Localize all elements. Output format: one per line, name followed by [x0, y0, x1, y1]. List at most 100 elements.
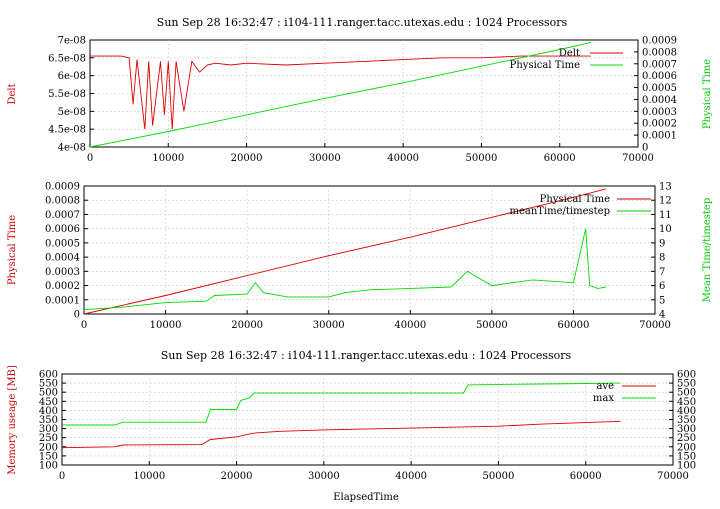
y-left-tick-label: 150 [39, 451, 58, 462]
panel-delt: Sun Sep 28 16:32:47 : i104-111.ranger.ta… [7, 16, 713, 164]
y-left-tick-label: 4e-08 [58, 143, 86, 154]
x-tick-label: 70000 [622, 153, 654, 164]
y-left-tick-label: 250 [39, 433, 58, 444]
y-right-tick-label: 13 [659, 182, 672, 193]
panel3-xlabel: ElapsedTime [333, 492, 399, 503]
x-tick-label: 20000 [231, 320, 263, 331]
y-left-tick-label: 0 [74, 310, 80, 321]
y-left-tick-label: 0.0006 [45, 224, 80, 235]
y-left-tick-label: 100 [39, 461, 58, 472]
y-right-tick-label: 6 [659, 281, 665, 292]
panel2-right-ylabel: Mean Time/timestep [702, 198, 713, 302]
y-right-tick-label: 7 [659, 267, 665, 278]
panel3-title: Sun Sep 28 16:32:47 : i104-111.ranger.ta… [161, 349, 572, 362]
y-left-tick-label: 0.0001 [45, 295, 80, 306]
panel2-frame [83, 185, 656, 315]
x-tick-label: 70000 [657, 471, 689, 482]
x-tick-label: 50000 [476, 320, 508, 331]
x-tick-label: 20000 [221, 471, 253, 482]
x-tick-label: 40000 [387, 153, 419, 164]
y-left-tick-label: 6e-08 [58, 71, 86, 82]
y-right-tick-label: 10 [659, 224, 672, 235]
y-left-tick-label: 5e-08 [58, 107, 86, 118]
y-right-tick-label: 9 [659, 238, 665, 249]
x-tick-label: 50000 [466, 153, 498, 164]
x-tick-label: 60000 [544, 153, 576, 164]
y-right-tick-label: 0 [642, 143, 648, 154]
y-right-tick-label: 150 [677, 451, 696, 462]
x-tick-label: 30000 [309, 153, 341, 164]
panel1-legend: Delt Physical Time [510, 48, 623, 71]
y-right-tick-label: 350 [677, 415, 696, 426]
y-left-tick-label: 0.0009 [45, 182, 80, 193]
y-left-tick-label: 600 [39, 370, 58, 381]
y-left-tick-label: 0.0008 [45, 196, 80, 207]
x-tick-label: 30000 [308, 471, 340, 482]
y-right-tick-label: 0.0003 [642, 107, 677, 118]
legend-mean-time-label: meanTime/timestep [509, 206, 610, 217]
y-right-tick-label: 100 [677, 461, 696, 472]
y-left-tick-label: 200 [39, 442, 58, 453]
y-right-tick-label: 5 [659, 295, 665, 306]
y-left-tick-label: 7e-08 [58, 36, 86, 47]
panel-physical-time: 0 10000 20000 30000 40000 50000 60000 70000 0 0.… [7, 182, 713, 332]
y-left-tick-label: 0.0004 [45, 253, 80, 264]
x-tick-label: 0 [87, 153, 93, 164]
y-right-tick-label: 0.0005 [642, 83, 677, 94]
y-right-tick-label: 300 [677, 424, 696, 435]
x-tick-label: 70000 [639, 320, 671, 331]
legend-ave-label: ave [596, 381, 614, 392]
y-right-tick-label: 0.0009 [642, 36, 677, 47]
y-left-tick-label: 0.0005 [45, 238, 80, 249]
y-right-tick-label: 0.0007 [642, 59, 677, 70]
series-ave-line [61, 420, 621, 449]
y-left-tick-label: 500 [39, 388, 58, 399]
x-tick-label: 10000 [133, 471, 165, 482]
y-right-tick-label: 12 [659, 196, 672, 207]
panel3-left-ylabel: Memory useage [MB] [7, 365, 18, 475]
y-right-tick-label: 11 [659, 210, 672, 221]
y-right-tick-label: 200 [677, 442, 696, 453]
x-tick-label: 30000 [313, 320, 345, 331]
x-tick-label: 0 [81, 320, 87, 331]
x-tick-label: 60000 [558, 320, 590, 331]
panel1-left-ylabel: Delt [7, 83, 18, 104]
y-right-tick-label: 550 [677, 379, 696, 390]
y-right-tick-label: 8 [659, 253, 665, 264]
y-left-tick-label: 4.5e-08 [48, 125, 86, 136]
y-right-tick-label: 250 [677, 433, 696, 444]
y-right-tick-label: 450 [677, 397, 696, 408]
y-right-tick-label: 0.0008 [642, 47, 677, 58]
y-left-tick-label: 0.0007 [45, 210, 80, 221]
x-tick-label: 40000 [395, 471, 427, 482]
y-left-tick-label: 0.0002 [45, 281, 80, 292]
panel2-legend: Physical Time meanTime/timestep [509, 194, 651, 217]
series-max-line [62, 382, 621, 426]
panel3-legend: ave max [593, 381, 656, 404]
y-right-tick-label: 600 [677, 370, 696, 381]
x-tick-label: 10000 [152, 153, 184, 164]
y-left-tick-label: 300 [39, 424, 58, 435]
y-right-tick-label: 0.0002 [642, 119, 677, 130]
x-tick-label: 40000 [394, 320, 426, 331]
panel-memory: Sun Sep 28 16:32:47 : i104-111.ranger.ta… [7, 349, 696, 503]
x-tick-label: 20000 [231, 153, 263, 164]
y-right-tick-label: 500 [677, 388, 696, 399]
series-meantime-timestep-line [83, 228, 607, 311]
y-left-tick-label: 6.5e-08 [48, 53, 86, 64]
y-right-tick-label: 0.0006 [642, 71, 677, 82]
panel1-right-ylabel: Physical Time [702, 59, 713, 129]
y-left-tick-label: 5.5e-08 [48, 89, 86, 100]
legend-delt-label: Delt [559, 48, 580, 59]
x-tick-label: 60000 [570, 471, 602, 482]
x-tick-label: 0 [59, 471, 65, 482]
y-left-tick-label: 450 [39, 397, 58, 408]
series-physical-time-line [89, 41, 592, 148]
y-right-tick-label: 4 [659, 310, 665, 321]
y-left-tick-label: 400 [39, 406, 58, 417]
x-tick-label: 10000 [150, 320, 182, 331]
x-tick-label: 50000 [483, 471, 515, 482]
panel2-left-ylabel: Physical Time [7, 215, 18, 285]
